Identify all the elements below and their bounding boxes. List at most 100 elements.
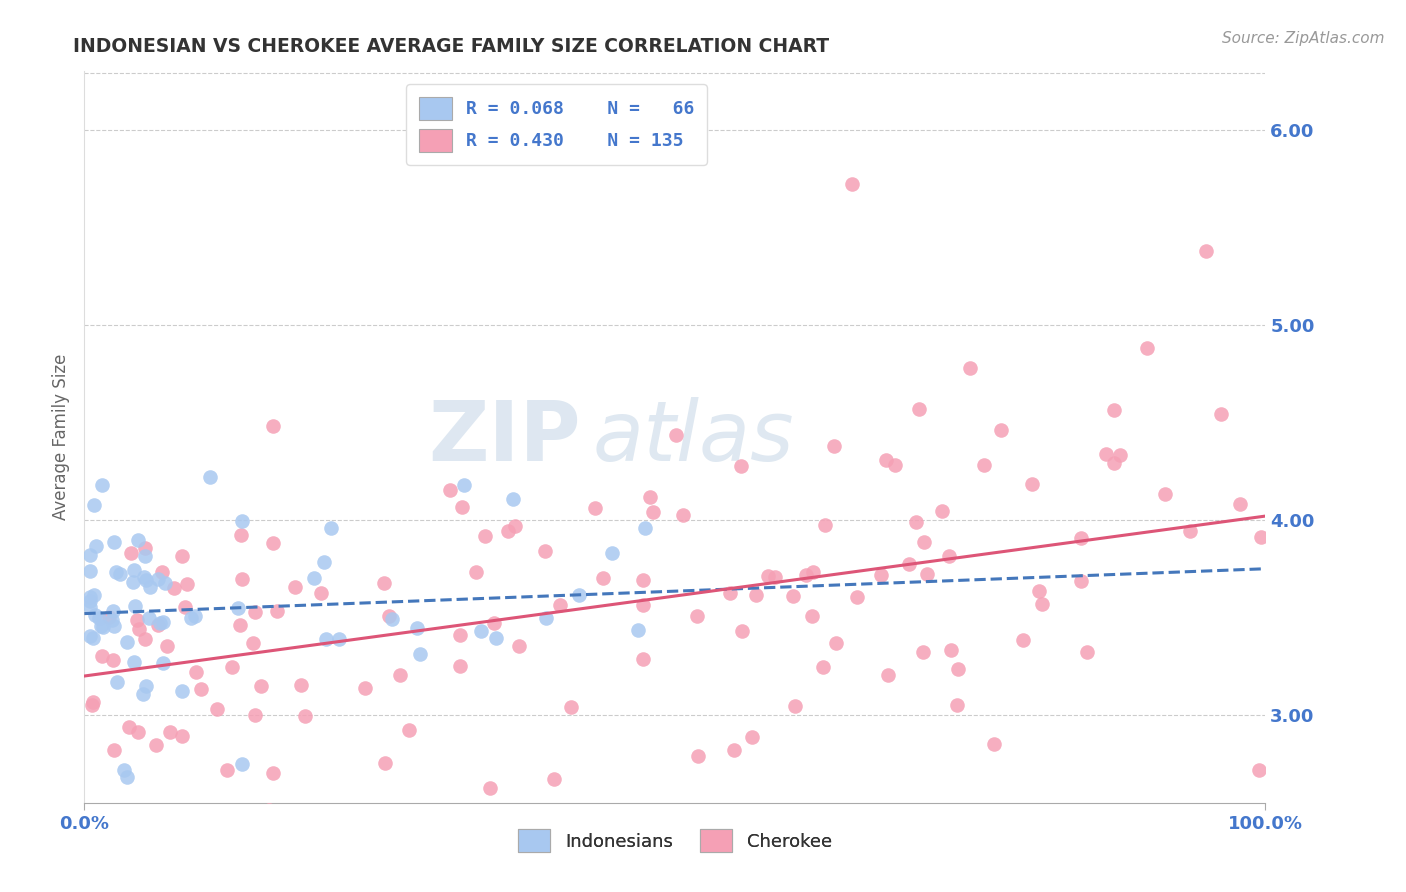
Point <box>152 615 174 629</box>
Point <box>231 756 253 771</box>
Point <box>600 546 623 560</box>
Point <box>215 763 238 777</box>
Point <box>103 743 125 757</box>
Point <box>583 501 606 516</box>
Point <box>124 599 146 613</box>
Point <box>266 604 288 618</box>
Point <box>243 707 266 722</box>
Point <box>406 622 429 636</box>
Point <box>823 439 845 453</box>
Point <box>1195 244 1218 258</box>
Point <box>132 570 155 584</box>
Point <box>79 548 101 562</box>
Point <box>1136 342 1159 356</box>
Point <box>731 624 754 639</box>
Point <box>631 574 654 588</box>
Point <box>990 423 1012 437</box>
Point <box>825 636 848 650</box>
Point <box>122 575 145 590</box>
Point <box>1094 446 1116 460</box>
Point <box>1021 477 1043 491</box>
Point <box>560 700 582 714</box>
Point <box>205 702 228 716</box>
Point <box>103 618 125 632</box>
Point <box>485 631 508 645</box>
Point <box>83 498 105 512</box>
Point <box>1104 402 1126 417</box>
Point <box>91 478 114 492</box>
Point <box>534 611 557 625</box>
Point <box>173 599 195 614</box>
Point <box>1249 763 1271 777</box>
Point <box>105 674 128 689</box>
Point <box>389 668 412 682</box>
Point <box>84 608 107 623</box>
Point <box>450 500 472 515</box>
Point <box>1229 497 1251 511</box>
Point <box>149 615 172 630</box>
Point <box>801 608 824 623</box>
Point <box>1070 574 1092 588</box>
Point <box>159 725 181 739</box>
Point <box>470 624 492 639</box>
Text: atlas: atlas <box>592 397 794 477</box>
Point <box>534 544 557 558</box>
Point <box>756 568 779 582</box>
Point <box>1011 633 1033 648</box>
Point <box>184 609 207 624</box>
Point <box>120 546 142 560</box>
Point <box>108 567 131 582</box>
Point <box>138 610 160 624</box>
Point <box>983 737 1005 751</box>
Point <box>718 586 741 600</box>
Point <box>82 695 104 709</box>
Point <box>946 698 969 712</box>
Point <box>257 803 280 817</box>
Point <box>1028 584 1050 599</box>
Point <box>543 772 565 786</box>
Point <box>243 606 266 620</box>
Point <box>883 458 905 472</box>
Point <box>1108 448 1130 462</box>
Point <box>915 567 938 582</box>
Point <box>1031 597 1053 611</box>
Point <box>1180 524 1202 538</box>
Point <box>198 470 221 484</box>
Point <box>959 360 981 375</box>
Point <box>641 505 664 519</box>
Point <box>912 645 935 659</box>
Point <box>79 590 101 604</box>
Point <box>90 648 112 663</box>
Point <box>801 565 824 579</box>
Point <box>82 698 104 712</box>
Point <box>226 601 249 615</box>
Point <box>897 558 920 572</box>
Point <box>505 519 527 533</box>
Point <box>91 620 114 634</box>
Point <box>134 541 156 555</box>
Point <box>170 549 193 563</box>
Point <box>97 610 120 624</box>
Point <box>1104 456 1126 470</box>
Point <box>374 756 396 770</box>
Point <box>163 581 186 595</box>
Point <box>568 588 591 602</box>
Point <box>100 613 122 627</box>
Point <box>170 729 193 743</box>
Point <box>353 681 375 695</box>
Point <box>328 632 350 646</box>
Point <box>1209 407 1232 421</box>
Point <box>631 599 654 613</box>
Point <box>381 612 404 626</box>
Point <box>319 521 342 535</box>
Point <box>439 483 461 497</box>
Point <box>686 608 709 623</box>
Point <box>79 564 101 578</box>
Point <box>449 658 471 673</box>
Point <box>479 781 502 796</box>
Point <box>115 771 138 785</box>
Point <box>449 628 471 642</box>
Point <box>90 619 112 633</box>
Point <box>103 534 125 549</box>
Point <box>474 529 496 543</box>
